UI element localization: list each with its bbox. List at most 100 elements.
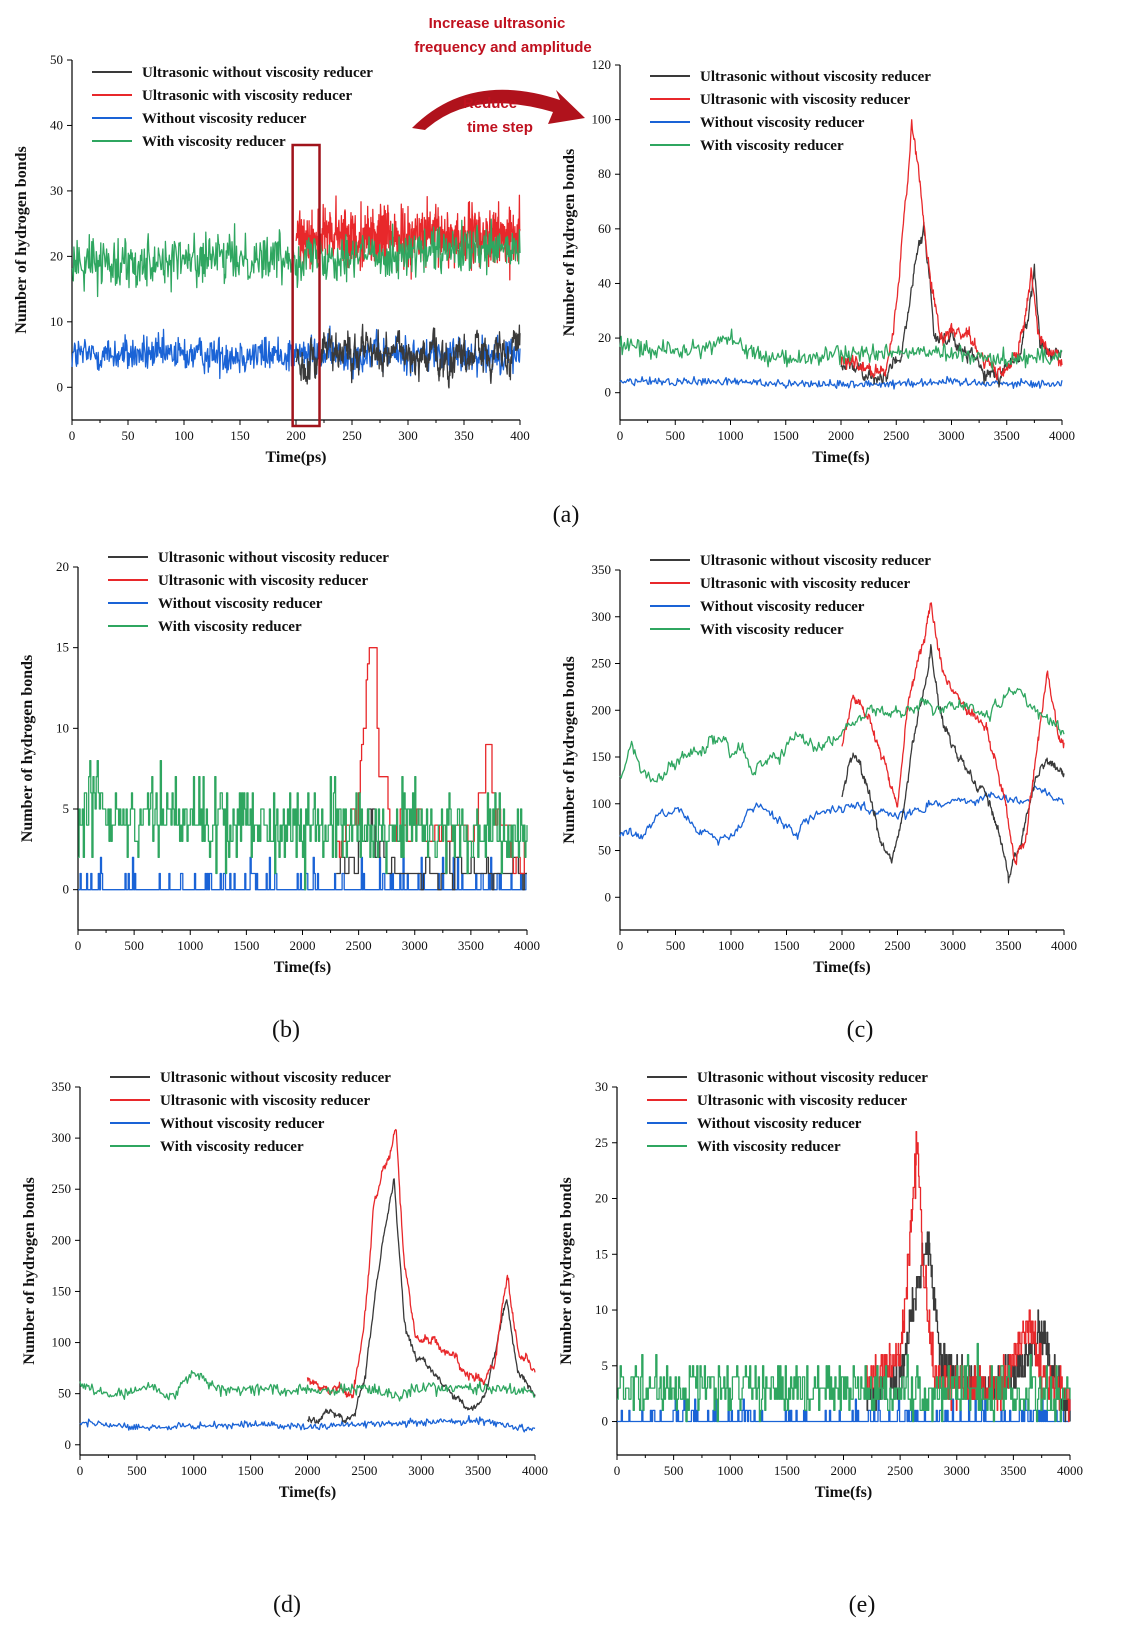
x-tick-label: 0 (617, 428, 624, 443)
legend-label: Ultrasonic with viscosity reducer (700, 92, 910, 108)
y-tick-label: 200 (592, 702, 612, 717)
x-tick-label: 200 (286, 428, 306, 443)
legend-label: Ultrasonic without viscosity reducer (700, 553, 931, 569)
legend-label: Ultrasonic with viscosity reducer (160, 1093, 370, 1109)
x-tick-label: 3500 (458, 938, 484, 953)
x-tick-label: 400 (510, 428, 530, 443)
x-tick-label: 4000 (1057, 1463, 1083, 1478)
y-tick-label: 10 (595, 1302, 608, 1317)
legend-label: With viscosity reducer (158, 619, 302, 635)
x-tick-label: 1000 (181, 1463, 207, 1478)
x-tick-label: 2500 (883, 428, 909, 443)
legend-label: Without viscosity reducer (700, 115, 865, 131)
x-tick-label: 1500 (238, 1463, 264, 1478)
legend-label: Without viscosity reducer (160, 1116, 325, 1132)
y-tick-label: 250 (52, 1181, 72, 1196)
x-tick-label: 1500 (773, 428, 799, 443)
panel-caption: (b) (272, 1017, 300, 1043)
legend-label: With viscosity reducer (700, 622, 844, 638)
series-line-with (78, 759, 528, 891)
legend-label: With viscosity reducer (142, 134, 286, 150)
x-tick-label: 150 (230, 428, 250, 443)
x-tick-label: 3000 (939, 428, 965, 443)
y-tick-label: 350 (592, 562, 612, 577)
y-tick-label: 80 (598, 166, 611, 181)
x-tick-label: 2500 (887, 1463, 913, 1478)
y-tick-label: 0 (65, 1437, 72, 1452)
legend-label: Ultrasonic without viscosity reducer (700, 69, 931, 85)
y-tick-label: 25 (595, 1135, 608, 1150)
x-tick-label: 500 (666, 938, 686, 953)
y-tick-label: 300 (592, 609, 612, 624)
x-tick-label: 4000 (514, 938, 540, 953)
series-line-ultrasonic-with (306, 1128, 536, 1399)
y-tick-label: 350 (52, 1079, 72, 1094)
x-tick-label: 1000 (718, 938, 744, 953)
series-line-ultrasonic-without (295, 323, 521, 389)
legend-label: Ultrasonic without viscosity reducer (158, 550, 389, 566)
series-line-with (619, 328, 1063, 371)
curved-arrow-icon (412, 89, 585, 130)
legend: Ultrasonic without viscosity reducer Ultr… (650, 553, 931, 638)
y-tick-label: 250 (592, 656, 612, 671)
y-tick-label: 10 (50, 314, 63, 329)
legend-label: Ultrasonic with viscosity reducer (158, 573, 368, 589)
legend-label: Without viscosity reducer (697, 1116, 862, 1132)
x-tick-label: 0 (75, 938, 82, 953)
legend-label: Ultrasonic without viscosity reducer (142, 65, 373, 81)
series-line-ultrasonic-without (840, 221, 1063, 388)
x-tick-label: 0 (77, 1463, 84, 1478)
arrow-text-line-1: Reduce (463, 95, 517, 112)
x-tick-label: 3000 (408, 1463, 434, 1478)
series-line-without (78, 856, 527, 891)
x-axis-label: Time(fs) (279, 1484, 336, 1501)
y-tick-label: 150 (592, 749, 612, 764)
y-tick-label: 150 (52, 1283, 72, 1298)
panel-caption: (d) (273, 1592, 301, 1618)
y-tick-label: 0 (602, 1414, 609, 1429)
series-line-ultrasonic-with (295, 194, 521, 281)
y-tick-label: 20 (50, 248, 63, 263)
legend: Ultrasonic without viscosity reducer Ultr… (92, 65, 373, 150)
series-line-without (79, 1414, 536, 1433)
legend-label: With viscosity reducer (700, 138, 844, 154)
y-tick-label: 50 (58, 1386, 71, 1401)
x-tick-label: 500 (124, 938, 144, 953)
series-line-with (617, 1342, 1071, 1423)
x-tick-label: 50 (122, 428, 135, 443)
y-tick-label: 0 (605, 889, 612, 904)
x-tick-label: 3500 (465, 1463, 491, 1478)
x-tick-label: 1000 (717, 1463, 743, 1478)
y-axis-label: Number of hydrogen bonds (21, 1177, 38, 1364)
y-tick-label: 50 (50, 52, 63, 67)
x-tick-label: 1500 (233, 938, 259, 953)
x-tick-label: 500 (127, 1463, 147, 1478)
series-line-ultrasonic-with (841, 602, 1065, 866)
y-tick-label: 5 (63, 801, 70, 816)
x-tick-label: 1500 (774, 938, 800, 953)
x-tick-label: 1000 (718, 428, 744, 443)
chart-panel-a1: 0 50 100 150 200 250 300 350 400 0 10 20 30 40 50 Time(… (13, 52, 530, 466)
series-line-without (619, 785, 1065, 846)
x-tick-label: 500 (664, 1463, 684, 1478)
legend-label: With viscosity reducer (160, 1139, 304, 1155)
series-line-ultrasonic-without (841, 644, 1065, 884)
x-tick-label: 4000 (1051, 938, 1077, 953)
y-tick-label: 100 (52, 1335, 72, 1350)
legend: Ultrasonic without viscosity reducer Ultr… (110, 1070, 391, 1155)
y-axis-label: Number of hydrogen bonds (558, 1177, 575, 1364)
y-tick-label: 40 (598, 275, 611, 290)
panel-caption: (a) (553, 502, 580, 528)
legend-label: With viscosity reducer (697, 1139, 841, 1155)
x-tick-label: 3500 (994, 428, 1020, 443)
x-axis-label: Time(fs) (812, 449, 869, 466)
x-tick-label: 2000 (295, 1463, 321, 1478)
y-tick-label: 0 (63, 882, 70, 897)
x-tick-label: 1500 (774, 1463, 800, 1478)
chart-panel-a2: 0 500 1000 1500 2000 2500 3000 3500 4000 0 20 40 60 8… (553, 57, 1075, 528)
x-tick-label: 250 (342, 428, 362, 443)
x-tick-label: 500 (666, 428, 686, 443)
series-line-with (79, 1370, 536, 1402)
annotation-text-line-2: frequency and amplitude (414, 39, 592, 56)
